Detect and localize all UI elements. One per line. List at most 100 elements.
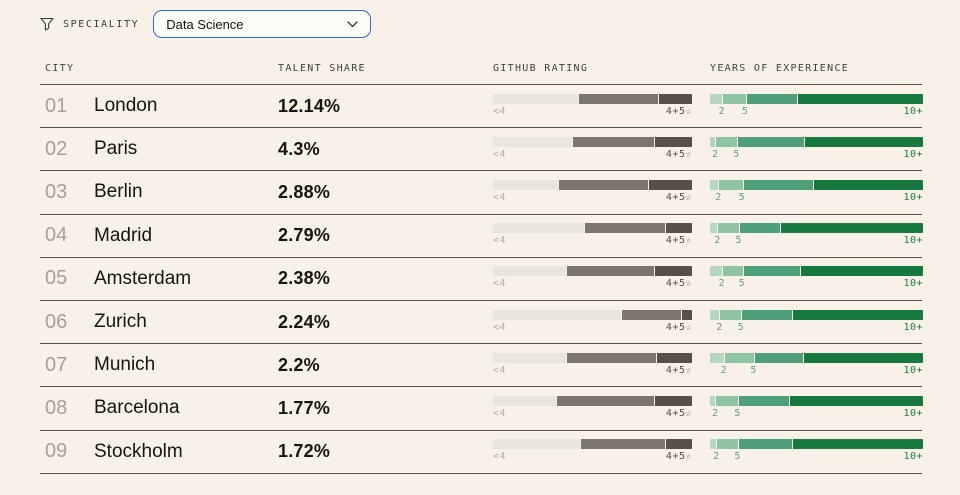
years-bar-segment — [805, 136, 923, 147]
rank-number: 03 — [45, 180, 68, 203]
years-bar-segment — [710, 136, 716, 147]
talent-share-value: 2.38% — [278, 268, 331, 289]
city-name: Munich — [94, 354, 156, 376]
years-label-10plus: 10+ — [903, 191, 923, 203]
github-bar-segment — [493, 136, 572, 147]
years-experience-bar — [710, 309, 923, 320]
years-bar-segment — [781, 223, 923, 234]
years-bar-segment — [710, 93, 722, 104]
years-experience-chart: 2 5 10+ — [710, 266, 927, 291]
years-label-2: 2 — [714, 235, 721, 247]
filter-funnel-icon — [40, 17, 54, 31]
years-bar-segment — [716, 136, 738, 147]
github-rating-bar — [493, 223, 692, 234]
table-row[interactable]: 05 Amsterdam 2.38% <4 4+5☆ 2 5 10+ — [40, 256, 923, 300]
years-bar-segment — [722, 266, 743, 277]
github-bar-segment — [566, 266, 654, 277]
github-rating-chart: <4 4+5☆ — [493, 439, 710, 464]
years-bar-segment — [743, 179, 813, 190]
years-bar-segment — [717, 439, 739, 450]
years-bar-segment — [740, 223, 781, 234]
years-label-5: 5 — [734, 451, 741, 463]
github-bar-segment — [493, 223, 584, 234]
years-experience-chart: 2 5 10+ — [710, 93, 927, 119]
years-label-10plus: 10+ — [903, 407, 923, 419]
rank-number: 07 — [45, 353, 68, 376]
table-row[interactable]: 01 London 12.14% <4 4+5☆ 2 5 10+ — [40, 84, 923, 127]
rank-number: 06 — [45, 310, 68, 333]
years-label-10plus: 10+ — [903, 148, 923, 160]
talent-share-value: 2.88% — [278, 181, 331, 202]
talent-share-value: 1.77% — [278, 397, 331, 418]
years-label-10plus: 10+ — [903, 235, 923, 247]
github-label-below-4: <4 — [493, 235, 507, 247]
years-label-5: 5 — [734, 407, 741, 419]
table-row[interactable]: 02 Paris 4.3% <4 4+5☆ 2 5 10+ — [40, 127, 923, 170]
table-row[interactable]: 07 Munich 2.2% <4 4+5☆ 2 5 10+ — [40, 343, 923, 386]
years-bar-segment — [789, 395, 923, 406]
years-label-10plus: 10+ — [903, 364, 923, 376]
github-bar-segment — [580, 439, 666, 450]
years-bar-segment — [792, 439, 923, 450]
speciality-select[interactable]: Data Science — [153, 10, 372, 38]
years-bar-segment — [710, 179, 719, 190]
years-experience-chart: 2 5 10+ — [710, 352, 927, 378]
table-row[interactable]: 04 Madrid 2.79% <4 4+5☆ 2 5 10+ — [40, 213, 923, 257]
table-row[interactable]: 09 Stockholm 1.72% <4 4+5☆ 2 5 10+ — [40, 429, 923, 473]
table-row[interactable]: 08 Barcelona 1.77% <4 4+5☆ 2 5 10+ — [40, 386, 923, 429]
years-bar-segment — [801, 266, 923, 277]
github-rating-chart: <4 4+5☆ — [493, 395, 710, 421]
github-label-below-4: <4 — [493, 148, 507, 160]
rank-number: 05 — [45, 267, 68, 290]
years-experience-bar — [710, 179, 923, 190]
github-rating-bar — [493, 395, 692, 406]
years-bar-segment — [738, 136, 805, 147]
years-experience-chart: 2 5 10+ — [710, 439, 927, 464]
years-label-10plus: 10+ — [903, 278, 923, 290]
github-rating-bar — [493, 309, 692, 320]
talent-share-value: 2.2% — [278, 354, 320, 375]
github-label-4-5-star: 4+5☆ — [665, 278, 692, 290]
years-bar-segment — [718, 223, 740, 234]
years-bar-segment — [710, 395, 716, 406]
github-label-4-5-star: 4+5☆ — [665, 364, 692, 376]
github-bar-segment — [493, 352, 566, 363]
years-experience-bar — [710, 223, 923, 234]
github-bar-segment — [493, 309, 622, 320]
github-label-below-4: <4 — [493, 451, 507, 463]
years-label-10plus: 10+ — [903, 451, 923, 463]
github-rating-chart: <4 4+5☆ — [493, 352, 710, 378]
city-name: Zurich — [94, 311, 147, 333]
years-experience-bar — [710, 439, 923, 450]
talent-share-value: 2.24% — [278, 311, 331, 332]
years-experience-bar — [710, 352, 923, 363]
github-label-4-5-star: 4+5☆ — [665, 191, 692, 203]
github-bar-segment — [658, 93, 692, 104]
city-name: Madrid — [94, 224, 153, 246]
speciality-select-value: Data Science — [166, 16, 244, 32]
github-bar-segment — [654, 266, 692, 277]
github-label-below-4: <4 — [493, 105, 507, 117]
years-label-10plus: 10+ — [903, 105, 923, 117]
rank-number: 08 — [45, 396, 68, 419]
table-header-row: CITY TALENT SHARE GITHUB RATING YEARS OF… — [40, 63, 922, 84]
years-bar-segment — [719, 179, 743, 190]
years-bar-segment — [716, 395, 739, 406]
years-experience-bar — [710, 136, 923, 147]
years-bar-segment — [743, 266, 801, 277]
github-bar-segment — [566, 352, 656, 363]
city-name: Berlin — [94, 181, 143, 203]
github-bar-segment — [557, 395, 654, 406]
github-bar-segment — [648, 179, 692, 190]
years-experience-bar — [710, 93, 923, 104]
years-experience-chart: 2 5 10+ — [710, 395, 927, 421]
talent-share-value: 1.72% — [278, 441, 331, 462]
years-bar-segment — [804, 352, 923, 363]
city-name: Barcelona — [94, 397, 180, 419]
city-name: Paris — [94, 138, 138, 160]
column-header-years-of-experience: YEARS OF EXPERIENCE — [710, 63, 850, 74]
years-label-2: 2 — [718, 105, 725, 117]
table-row[interactable]: 03 Berlin 2.88% <4 4+5☆ 2 5 10+ — [40, 170, 923, 213]
column-header-github-rating: GITHUB RATING — [493, 63, 589, 74]
table-row[interactable]: 06 Zurich 2.24% <4 4+5☆ 2 5 10+ — [40, 299, 923, 343]
